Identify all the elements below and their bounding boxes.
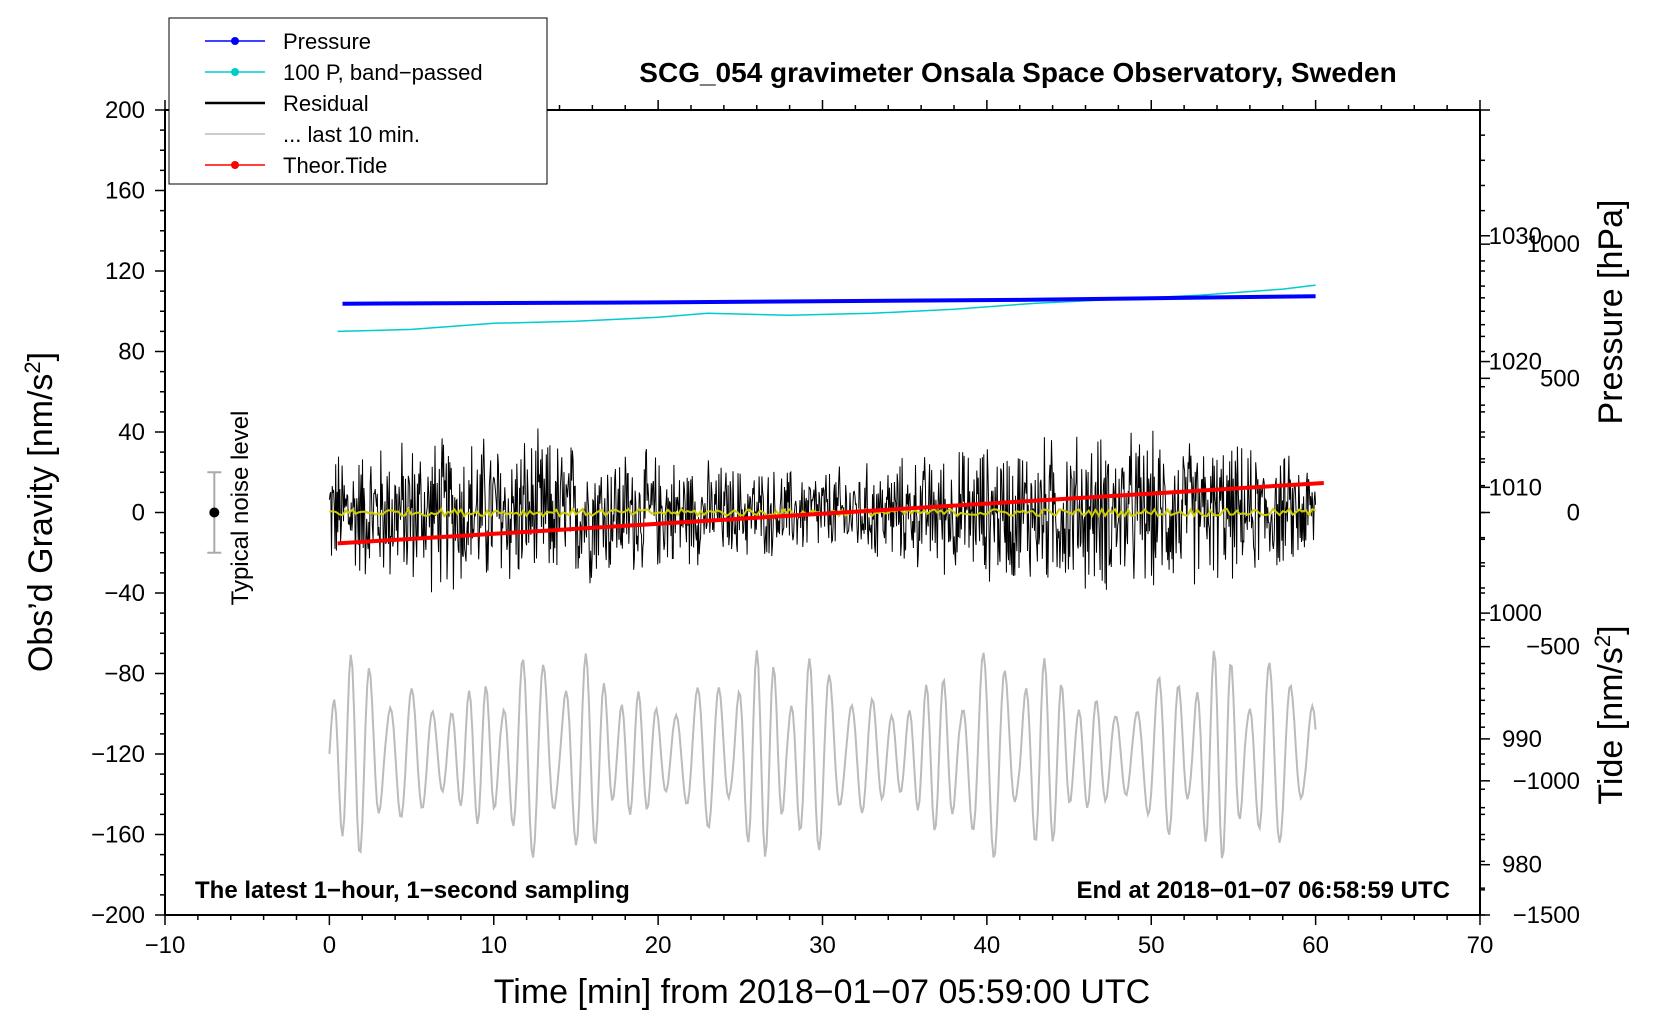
pressure-tick-label: 990	[1502, 726, 1542, 753]
x-tick-label: 70	[1467, 932, 1494, 959]
x-tick-label: 50	[1138, 932, 1165, 959]
noise-level-label: Typical noise level	[227, 411, 254, 606]
pressure-tick-label: 1020	[1489, 349, 1542, 376]
x-tick-label: 20	[645, 932, 672, 959]
tide-tick-label: 500	[1540, 365, 1580, 392]
y-tick-label: 40	[118, 419, 145, 446]
noise-bar-center-dot	[209, 507, 220, 518]
legend-label: 100 P, band−passed	[283, 60, 483, 85]
y-axis-title-tide: Tide [nm/s2]	[1590, 625, 1630, 804]
tide-tick-label: −1500	[1513, 902, 1580, 929]
legend: Pressure 100 P, band−passed Residual ... la…	[168, 17, 548, 185]
legend-label: Residual	[283, 91, 369, 116]
x-tick-label: −10	[145, 932, 186, 959]
pressure-tick-label: 1010	[1489, 474, 1542, 501]
y-tick-label: −200	[91, 902, 145, 929]
series-layer	[328, 284, 1324, 859]
tide-tick-label: −500	[1526, 634, 1580, 661]
pressure-tick-label: 980	[1502, 852, 1542, 879]
chart-title: SCG_054 gravimeter Onsala Space Observat…	[639, 57, 1396, 88]
tide-tick-label: 0	[1567, 500, 1580, 527]
y-axis-title-pressure: Pressure [hPa]	[1592, 200, 1630, 425]
annotation-left: The latest 1−hour, 1−second sampling	[195, 877, 630, 904]
y-tick-label: 0	[132, 500, 145, 527]
x-tick-label: 10	[480, 932, 507, 959]
x-tick-label: 40	[974, 932, 1001, 959]
series-tide-line	[337, 481, 1324, 546]
series-last-10-min-line	[328, 650, 1317, 859]
y-tick-label: 200	[105, 97, 145, 124]
legend-label: Pressure	[283, 29, 371, 54]
legend-marker	[231, 68, 239, 76]
ticks-layer: −10 0 10 20 30 40 50 60 70−200−160−120−80−400408…	[91, 97, 1580, 959]
tide-tick-label: −1000	[1513, 768, 1580, 795]
y-tick-label: 160	[105, 178, 145, 205]
y-tick-label: 120	[105, 258, 145, 285]
legend-label: Theor.Tide	[283, 153, 387, 178]
pressure-tick-label: 1030	[1489, 223, 1542, 250]
y-tick-label: −40	[104, 580, 145, 607]
y-tick-label: −120	[91, 741, 145, 768]
series-pressure-line	[342, 294, 1316, 306]
annotation-right: End at 2018−01−07 06:58:59 UTC	[1076, 877, 1450, 904]
legend-marker	[231, 161, 239, 169]
series-band-passed-line	[337, 284, 1316, 333]
x-tick-label: 30	[809, 932, 836, 959]
legend-marker	[231, 37, 239, 45]
y-axis-title-left: Obs’d Gravity [nm/s2]	[20, 352, 60, 672]
tide-tick-label: 1000	[1527, 231, 1580, 258]
y-tick-label: −160	[91, 822, 145, 849]
pressure-tick-label: 1000	[1489, 600, 1542, 627]
x-tick-label: 60	[1302, 932, 1329, 959]
y-tick-label: −80	[104, 661, 145, 688]
noise-level-marker: Typical noise level	[207, 411, 254, 606]
series-residual-line	[328, 428, 1317, 593]
x-tick-label: 0	[323, 932, 336, 959]
y-tick-label: 80	[118, 339, 145, 366]
x-axis-title: Time [min] from 2018−01−07 05:59:00 UTC	[494, 973, 1150, 1011]
legend-label: ... last 10 min.	[283, 122, 420, 147]
legend-box	[168, 17, 548, 185]
